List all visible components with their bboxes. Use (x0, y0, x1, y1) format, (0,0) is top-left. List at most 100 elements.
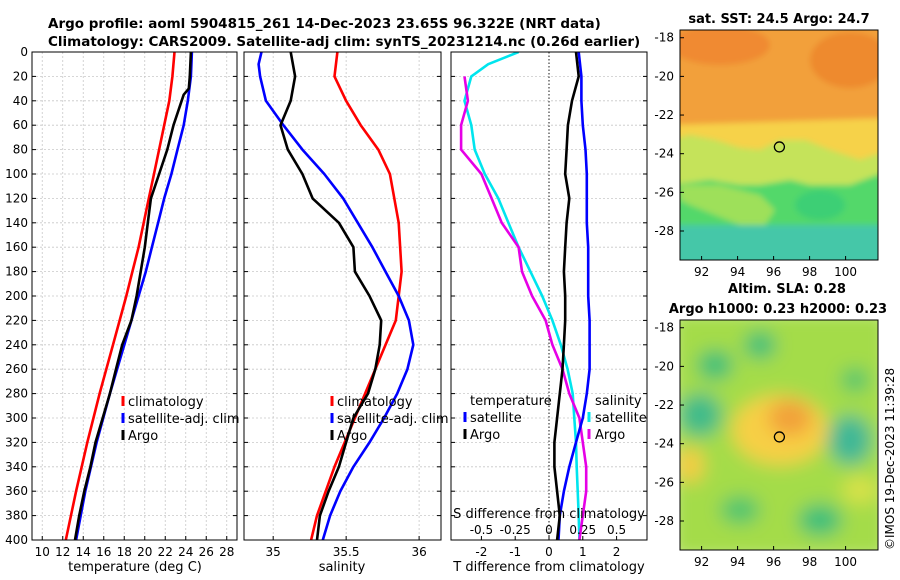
y-tick-label: 380 (5, 509, 28, 523)
y-tick-label: 320 (5, 435, 28, 449)
argo-position-marker (773, 141, 786, 153)
series-line-s-argo (553, 52, 581, 540)
map-x-tick-label: 96 (766, 265, 781, 279)
map-y-tick-label: -28 (654, 514, 674, 528)
difference-panel: -2 -1 0 1 2 -0.5 -0.25 0 0.25 0.5 S difference fr… (450, 51, 648, 575)
s-diff-tick-label: 0.25 (569, 523, 596, 537)
s-diff-tick-label: -0.5 (470, 523, 493, 537)
x-tick-label: 18 (117, 545, 132, 559)
x-tick-label: 14 (76, 545, 91, 559)
sst-map-panel: sat. SST: 24.5 Argo: 24.7 92 94 96 98 100 -18… (654, 12, 879, 279)
x-tick-label: 20 (137, 545, 152, 559)
s-diff-tick-label: -0.25 (500, 523, 531, 537)
legend-label: satellite-adj. clim (128, 412, 240, 427)
header-line2: Climatology: CARS2009. Satellite-adj cli… (48, 34, 640, 50)
x-tick-label: 2 (613, 545, 621, 559)
map-y-tick-label: -22 (654, 108, 674, 122)
y-tick-label: 240 (5, 338, 28, 352)
map-x-tick-label: 92 (694, 265, 709, 279)
map-y-tick-label: -24 (654, 147, 674, 161)
header-line1: Argo profile: aoml 5904815_261 14-Dec-20… (48, 16, 601, 32)
x-tick-label: 28 (219, 545, 234, 559)
y-tick-label: 180 (5, 265, 28, 279)
sla-map-title: Altim. SLA: 0.28 (728, 282, 846, 297)
y-tick-label: 280 (5, 387, 28, 401)
legend-label: satellite (470, 411, 522, 426)
argo-position-marker (773, 431, 786, 443)
series-line-argo (73, 52, 193, 540)
map-y-tick-label: -22 (654, 398, 674, 412)
y-tick-label: 40 (13, 94, 28, 108)
legend-label: Argo (470, 428, 500, 443)
map-x-tick-label: 98 (802, 265, 817, 279)
map-y-tick-label: -20 (654, 359, 674, 373)
legend-label: Argo (128, 429, 158, 444)
y-tick-label: 20 (13, 69, 28, 83)
y-tick-label: 60 (13, 118, 28, 132)
x-tick-label: 35 (266, 545, 281, 559)
map-y-tick-label: -26 (654, 185, 674, 199)
y-tick-label: 0 (20, 45, 28, 59)
x-tick-label: 10 (35, 545, 50, 559)
map-y-tick-label: -20 (654, 69, 674, 83)
difference-xlabel-top: S difference from climatology (453, 507, 645, 522)
s-diff-tick-label: 0.5 (607, 523, 626, 537)
s-diff-tick-label: 0 (545, 523, 553, 537)
difference-xlabel: T difference from climatology (452, 560, 645, 575)
y-tick-label: 160 (5, 240, 28, 254)
y-tick-label: 200 (5, 289, 28, 303)
y-tick-label: 260 (5, 362, 28, 376)
y-tick-label: 340 (5, 460, 28, 474)
sst-map-title: sat. SST: 24.5 Argo: 24.7 (688, 12, 869, 27)
legend-title-salinity: salinity (595, 394, 642, 409)
x-tick-label: 35.5 (333, 545, 360, 559)
x-tick-label: 16 (96, 545, 111, 559)
series-line-t-satellite (463, 52, 581, 540)
y-tick-label: 300 (5, 411, 28, 425)
temperature-panel: 10 12 14 16 18 20 22 24 26 2802040608010012014016… (5, 45, 240, 575)
map-y-tick-label: -18 (654, 31, 674, 45)
y-tick-label: 140 (5, 216, 28, 230)
legend-label: satellite (595, 411, 647, 426)
x-tick-label: -2 (475, 545, 487, 559)
sla-map-frame (679, 319, 879, 551)
sla-map-panel: Altim. SLA: 0.28 Argo h1000: 0.23 h2000:… (654, 282, 887, 569)
map-y-tick-label: -18 (654, 321, 674, 335)
y-tick-label: 120 (5, 191, 28, 205)
map-y-tick-label: -24 (654, 437, 674, 451)
y-tick-label: 100 (5, 167, 28, 181)
legend-label: Argo (337, 429, 367, 444)
map-x-tick-label: 100 (834, 265, 857, 279)
y-tick-label: 400 (5, 533, 28, 547)
imos-credit: ©IMOS 19-Dec-2023 11:39:28 (883, 368, 897, 550)
series-line-s-satellite (557, 52, 591, 540)
sst-map-frame (679, 29, 879, 261)
map-y-tick-label: -28 (654, 224, 674, 238)
map-y-tick-label: -26 (654, 475, 674, 489)
sla-map-subtitle: Argo h1000: 0.23 h2000: 0.23 (669, 302, 887, 317)
x-tick-label: 22 (158, 545, 173, 559)
x-tick-label: 12 (55, 545, 70, 559)
x-tick-label: -1 (509, 545, 521, 559)
legend-label: satellite-adj. clim (337, 412, 449, 427)
series-line-satellite-adj-clim (257, 52, 415, 540)
series-line-t-argo (459, 76, 588, 540)
sst-field (680, 30, 878, 260)
salinity-panel: 35 35.5 36 salinity climatology satellite-a… (243, 51, 449, 575)
sla-field (680, 320, 878, 550)
map-x-tick-label: 96 (766, 555, 781, 569)
y-tick-label: 360 (5, 484, 28, 498)
map-x-tick-label: 100 (834, 555, 857, 569)
temperature-xlabel: temperature (deg C) (68, 560, 202, 575)
legend-label: Argo (595, 428, 625, 443)
series-line-argo (279, 52, 383, 540)
map-x-tick-label: 92 (694, 555, 709, 569)
map-x-tick-label: 94 (730, 265, 745, 279)
salinity-xlabel: salinity (319, 560, 366, 575)
x-tick-label: 0 (545, 545, 553, 559)
y-tick-label: 220 (5, 313, 28, 327)
map-x-tick-label: 98 (802, 555, 817, 569)
map-x-tick-label: 94 (730, 555, 745, 569)
legend-title-temperature: temperature (470, 394, 552, 409)
